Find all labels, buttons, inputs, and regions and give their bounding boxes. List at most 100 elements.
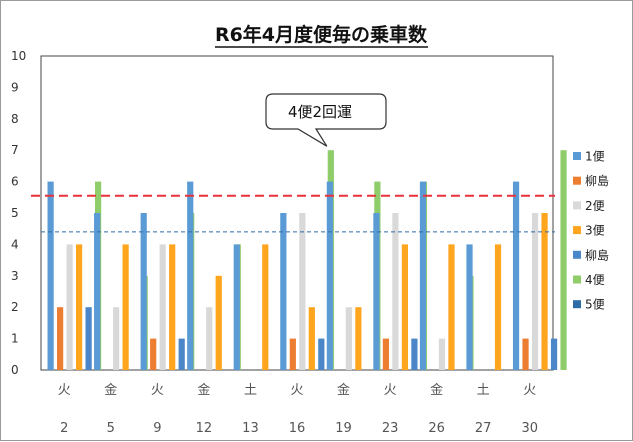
callout-text: 4便2回運 bbox=[288, 103, 352, 121]
x-tick-day: 19 bbox=[335, 421, 352, 436]
bar bbox=[289, 338, 296, 370]
legend-swatch bbox=[573, 226, 581, 235]
bar bbox=[94, 213, 101, 370]
bar bbox=[233, 244, 240, 370]
bar bbox=[355, 307, 362, 370]
legend-label: 3便 bbox=[585, 224, 605, 238]
bar bbox=[308, 307, 315, 370]
bar bbox=[373, 213, 380, 370]
y-tick-label: 9 bbox=[11, 80, 19, 94]
x-tick-day: 12 bbox=[196, 421, 213, 436]
legend-label: 2便 bbox=[585, 199, 605, 213]
bar bbox=[159, 244, 166, 370]
bar bbox=[345, 307, 352, 370]
bar bbox=[560, 150, 567, 370]
bar bbox=[47, 181, 54, 370]
bar bbox=[531, 213, 539, 370]
legend-swatch bbox=[573, 201, 581, 210]
bar bbox=[318, 338, 325, 370]
bar bbox=[326, 181, 333, 370]
y-tick-label: 8 bbox=[11, 112, 19, 126]
legend-label: 4便 bbox=[585, 273, 605, 287]
x-tick-day: 27 bbox=[475, 421, 492, 436]
legend-swatch bbox=[573, 275, 581, 284]
bar bbox=[411, 338, 418, 370]
x-tick-weekday: 火 bbox=[58, 383, 71, 398]
legend-label: 柳島 bbox=[585, 247, 609, 262]
x-tick-weekday: 金 bbox=[430, 382, 443, 398]
y-tick-label: 1 bbox=[11, 332, 19, 346]
x-tick-weekday: 火 bbox=[384, 383, 397, 398]
bar bbox=[140, 213, 147, 370]
chart-title: R6年4月度便毎の乗車数 bbox=[215, 23, 428, 46]
plot-area bbox=[40, 55, 554, 371]
bar bbox=[206, 307, 213, 370]
bar bbox=[113, 307, 120, 370]
bar bbox=[522, 338, 529, 370]
x-tick-day: 5 bbox=[107, 421, 115, 436]
y-tick-label: 4 bbox=[11, 237, 19, 251]
bar bbox=[85, 307, 92, 370]
x-tick-day: 2 bbox=[60, 421, 68, 436]
x-tick-weekday: 金 bbox=[337, 382, 350, 398]
bar bbox=[494, 244, 502, 370]
x-tick-weekday: 火 bbox=[290, 383, 303, 398]
y-tick-label: 3 bbox=[11, 269, 19, 283]
x-axis: 火 2 金 5 火 9 金 12 土 13 火 16 金 19 火 23 金 26 土 27 火 30 bbox=[58, 382, 538, 436]
x-tick-weekday: 金 bbox=[104, 382, 117, 398]
legend-swatch bbox=[573, 250, 581, 259]
bar bbox=[541, 213, 548, 370]
bar bbox=[122, 244, 129, 370]
bar bbox=[178, 338, 185, 370]
bar bbox=[382, 338, 390, 370]
x-tick-day: 30 bbox=[521, 421, 538, 436]
bar bbox=[76, 244, 83, 370]
bar bbox=[280, 213, 287, 370]
bar bbox=[187, 181, 194, 370]
x-tick-weekday: 火 bbox=[151, 383, 164, 398]
x-tick-day: 26 bbox=[428, 421, 445, 436]
legend-swatch bbox=[573, 152, 581, 160]
x-tick-weekday: 金 bbox=[197, 382, 210, 398]
bar bbox=[448, 244, 455, 370]
x-tick-weekday: 火 bbox=[523, 383, 536, 398]
legend-label: 柳島 bbox=[585, 173, 609, 188]
x-tick-day: 9 bbox=[153, 421, 161, 436]
bar bbox=[150, 338, 157, 370]
y-tick-label: 2 bbox=[11, 300, 19, 314]
callout-box bbox=[265, 93, 387, 147]
bar bbox=[466, 244, 473, 370]
bar bbox=[299, 213, 306, 370]
bar bbox=[512, 181, 520, 370]
bar bbox=[215, 275, 222, 370]
x-tick-day: 23 bbox=[382, 421, 399, 436]
bar bbox=[392, 213, 399, 370]
bar bbox=[262, 244, 269, 370]
bar bbox=[419, 181, 427, 370]
legend-label: 5便 bbox=[585, 298, 605, 312]
x-tick-day: 16 bbox=[289, 421, 306, 436]
x-tick-weekday: 土 bbox=[477, 383, 490, 398]
legend-swatch bbox=[573, 300, 581, 309]
reference-lines bbox=[31, 194, 555, 233]
y-axis: 0 1 2 3 4 5 6 7 8 9 10 bbox=[11, 49, 26, 377]
x-tick-day: 13 bbox=[242, 421, 259, 436]
y-tick-label: 10 bbox=[11, 49, 26, 63]
bar bbox=[550, 338, 558, 370]
legend-swatch bbox=[573, 176, 581, 185]
y-tick-label: 7 bbox=[11, 143, 19, 157]
bar bbox=[57, 307, 64, 370]
legend-label: 1便 bbox=[585, 150, 605, 164]
bar bbox=[169, 244, 176, 370]
x-tick-weekday: 土 bbox=[244, 383, 257, 398]
bar bbox=[438, 338, 446, 370]
y-tick-label: 6 bbox=[11, 175, 19, 189]
bar bbox=[66, 244, 73, 370]
y-tick-label: 0 bbox=[11, 363, 19, 377]
bar-series-group bbox=[47, 150, 567, 370]
callout-annotation: 4便2回運 bbox=[265, 93, 387, 147]
bar bbox=[401, 244, 409, 370]
